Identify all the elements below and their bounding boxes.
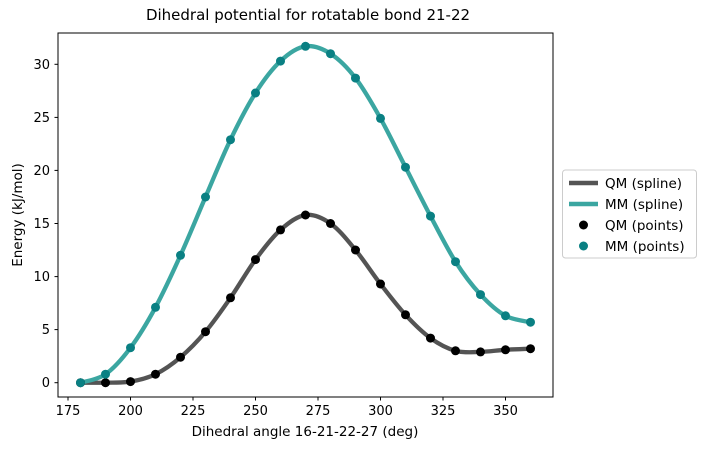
y-tick-label: 30 <box>33 58 50 73</box>
y-tick-label: 20 <box>33 164 50 179</box>
x-tick-label: 325 <box>431 404 456 419</box>
mm-points-marker <box>501 311 510 321</box>
legend-label-qm-spline: QM (spline) <box>605 176 682 192</box>
tick-layer: 175 200 225 250 275 300 325 350 0 5 10 15 20 25 30 <box>33 58 517 419</box>
x-tick-label: 200 <box>118 404 143 419</box>
legend-entry-mm-points: MM (points) <box>579 239 685 255</box>
legend-label-mm-points: MM (points) <box>605 239 685 255</box>
mm-points-marker <box>251 88 260 98</box>
qm-points-marker <box>101 378 110 388</box>
mm-points-marker <box>176 250 185 260</box>
x-tick-label: 225 <box>181 404 206 419</box>
mm-points-marker <box>276 56 285 66</box>
y-tick-label: 25 <box>33 111 50 126</box>
y-tick-label: 0 <box>42 376 50 391</box>
qm-points-marker <box>151 369 160 379</box>
mm-points-marker <box>451 257 460 267</box>
qm-points-marker <box>401 310 410 320</box>
mm-points-marker <box>351 73 360 83</box>
y-tick-label: 10 <box>33 270 50 285</box>
legend-label-mm-spline: MM (spline) <box>605 197 683 213</box>
qm-points-marker <box>201 327 210 337</box>
chart-title: Dihedral potential for rotatable bond 21… <box>146 6 470 24</box>
x-tick-label: 250 <box>243 404 268 419</box>
x-tick-label: 175 <box>56 404 81 419</box>
qm-points-marker <box>226 293 235 303</box>
qm-points-marker <box>476 347 485 357</box>
mm-points-marker <box>376 113 385 123</box>
mm-points-marker <box>101 369 110 379</box>
mm-points-swatch-icon <box>579 241 588 251</box>
mm-points-group <box>76 41 535 388</box>
qm-points-swatch-icon <box>579 220 588 230</box>
legend: QM (spline) MM (spline) QM (points) MM (… <box>562 169 697 259</box>
qm-points-group <box>76 210 535 388</box>
x-tick-label: 275 <box>306 404 331 419</box>
mm-points-marker <box>151 302 160 312</box>
x-axis-label: Dihedral angle 16-21-22-27 (deg) <box>192 424 419 440</box>
legend-label-qm-points: QM (points) <box>605 218 684 234</box>
qm-points-marker <box>301 210 310 220</box>
mm-points-marker <box>426 211 435 221</box>
qm-points-marker <box>526 344 535 354</box>
y-tick-label: 15 <box>33 217 50 232</box>
y-axis-label: Energy (kJ/mol) <box>10 163 26 267</box>
x-tick-label: 350 <box>493 404 518 419</box>
legend-entry-qm-points: QM (points) <box>579 218 684 234</box>
x-tick-label: 300 <box>368 404 393 419</box>
qm-points-marker <box>426 333 435 343</box>
mm-points-marker <box>301 41 310 51</box>
qm-points-marker <box>451 346 460 356</box>
mm-points-marker <box>476 290 485 300</box>
qm-points-marker <box>501 345 510 355</box>
legend-entry-mm-spline: MM (spline) <box>569 197 683 213</box>
mm-points-marker <box>326 49 335 59</box>
y-tick-label: 5 <box>42 323 50 338</box>
qm-points-marker <box>126 377 135 387</box>
mm-points-marker <box>76 378 85 388</box>
legend-entry-qm-spline: QM (spline) <box>569 176 682 192</box>
qm-points-marker <box>276 225 285 235</box>
qm-points-marker <box>251 255 260 265</box>
mm-points-marker <box>126 343 135 353</box>
mm-points-marker <box>226 135 235 145</box>
mm-points-marker <box>401 162 410 172</box>
mm-points-marker <box>201 192 210 202</box>
qm-points-marker <box>376 279 385 289</box>
qm-points-marker <box>176 352 185 362</box>
qm-points-marker <box>351 245 360 255</box>
mm-points-marker <box>526 317 535 327</box>
qm-points-marker <box>326 219 335 228</box>
series-layer <box>76 41 535 388</box>
legend-box <box>562 169 697 259</box>
